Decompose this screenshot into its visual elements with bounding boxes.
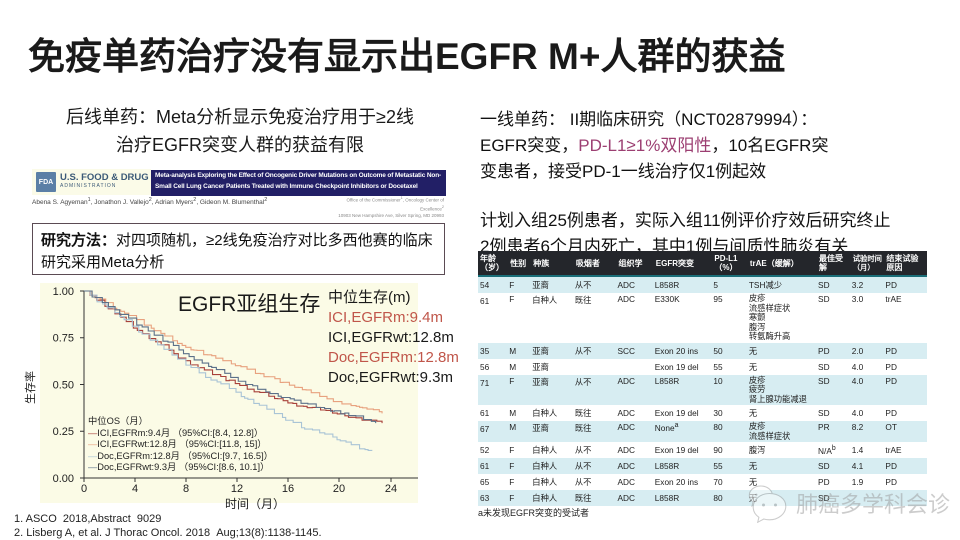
svg-text:4: 4 (132, 483, 138, 495)
svg-text:8: 8 (183, 483, 189, 495)
svg-text:1.00: 1.00 (53, 286, 74, 298)
svg-text:24: 24 (385, 483, 397, 495)
svg-text:0.00: 0.00 (53, 473, 74, 485)
svg-text:12: 12 (231, 483, 243, 495)
svg-text:肺癌多学科会诊: 肺癌多学科会诊 (796, 492, 950, 517)
svg-text:0: 0 (81, 483, 87, 495)
svg-text:20: 20 (333, 483, 345, 495)
svg-text:0.75: 0.75 (53, 333, 74, 345)
svg-text:0.25: 0.25 (53, 426, 74, 438)
svg-text:0.50: 0.50 (53, 380, 74, 392)
svg-text:16: 16 (282, 483, 294, 495)
